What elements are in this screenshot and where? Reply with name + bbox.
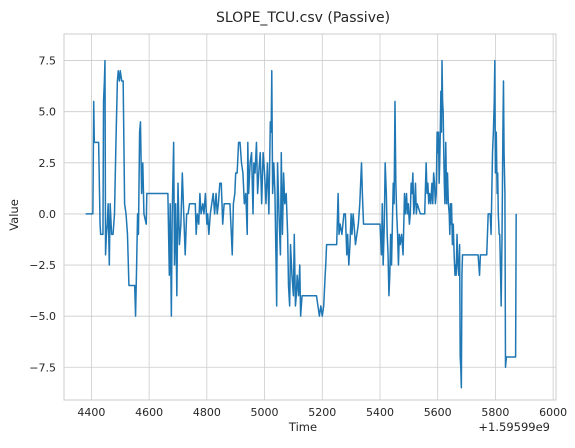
- x-tick-label: 4600: [135, 406, 163, 419]
- y-tick-label: −2.5: [29, 259, 56, 272]
- x-tick-label: 4400: [77, 406, 105, 419]
- y-axis-ticks: −7.5 −5.0 −2.5 0.0 2.5 5.0 7.5: [29, 55, 56, 375]
- x-tick-label: 5000: [251, 406, 279, 419]
- y-tick-label: 7.5: [39, 55, 57, 68]
- y-tick-label: 5.0: [39, 106, 57, 119]
- x-axis-offset-label: +1.59599e9: [478, 420, 550, 434]
- y-tick-label: −5.0: [29, 310, 56, 323]
- y-tick-label: 0.0: [39, 208, 57, 221]
- x-tick-label: 4800: [193, 406, 221, 419]
- x-tick-label: 5800: [481, 406, 509, 419]
- x-axis-label: Time: [288, 420, 317, 434]
- series: [85, 59, 517, 389]
- y-tick-label: −7.5: [29, 361, 56, 374]
- y-axis-label: Value: [7, 199, 21, 231]
- x-tick-label: 5200: [308, 406, 336, 419]
- chart-title: SLOPE_TCU.csv (Passive): [216, 10, 390, 26]
- y-tick-label: 2.5: [39, 157, 57, 170]
- plot-area-frame: [63, 33, 557, 401]
- x-tick-label: 5400: [366, 406, 394, 419]
- x-tick-label: 5600: [424, 406, 452, 419]
- x-axis-ticks: 4400 4600 4800 5000 5200 5400 5600 5800 6000: [77, 406, 567, 419]
- series-line: [85, 59, 517, 389]
- x-tick-label: 6000: [539, 406, 567, 419]
